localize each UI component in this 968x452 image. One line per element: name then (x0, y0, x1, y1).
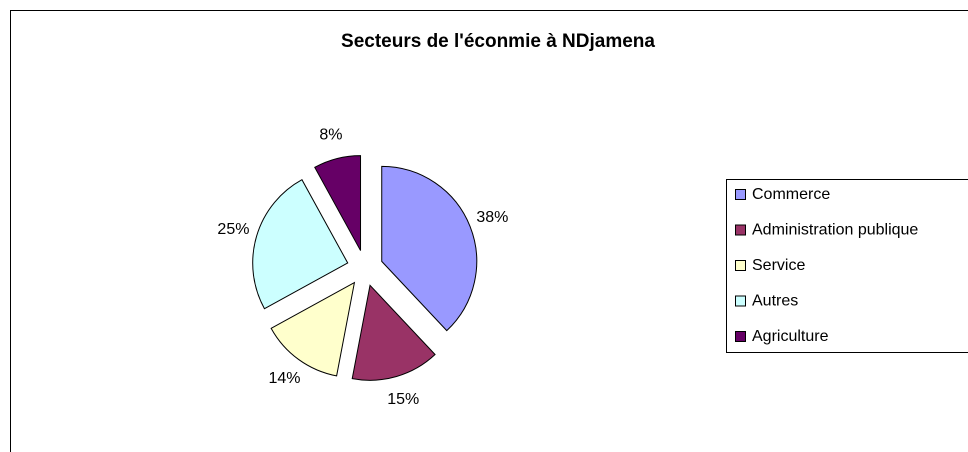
data-label: 14% (268, 370, 300, 387)
data-label: 15% (387, 391, 419, 408)
legend-label: Service (752, 257, 805, 274)
legend-swatch (735, 295, 746, 307)
pie-slice (252, 179, 349, 310)
chart-title: Secteurs de l'éconmie à NDjamena (341, 31, 655, 52)
legend-label: Agriculture (752, 328, 829, 345)
legend-swatch (735, 224, 746, 236)
pie-slice (351, 284, 436, 381)
legend-label: Commerce (752, 186, 830, 203)
pie-slice (314, 155, 362, 251)
legend (726, 179, 968, 353)
data-label: 8% (319, 127, 342, 144)
data-label: 38% (476, 209, 508, 226)
legend-swatch (735, 331, 746, 342)
legend-swatch (735, 260, 746, 271)
pie-slice (381, 165, 478, 332)
legend-swatch (735, 189, 746, 200)
legend-label: Autres (752, 293, 798, 310)
pie-slice (270, 281, 356, 377)
legend-label: Administration publique (752, 222, 918, 239)
data-label: 25% (217, 221, 249, 238)
